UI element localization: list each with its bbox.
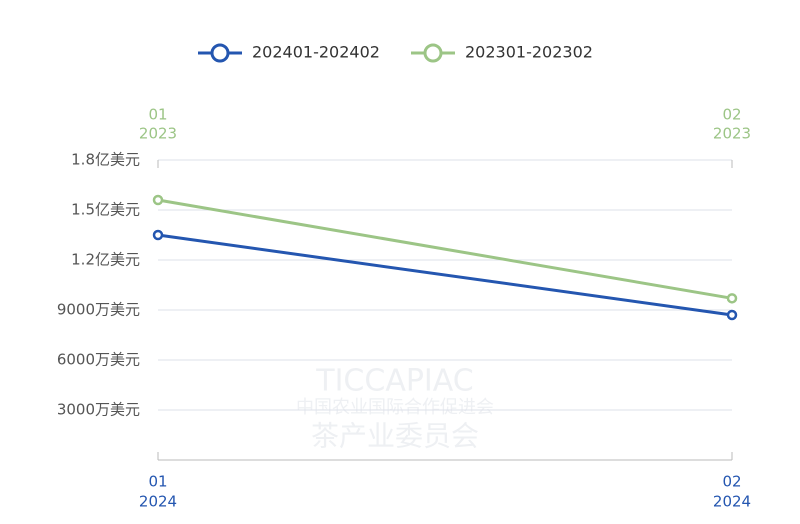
x2-year-label: 2023 [713, 125, 751, 143]
y-tick-label: 1.2亿美元 [71, 251, 140, 269]
legend-marker [210, 43, 230, 63]
watermark: 茶产业委员会 [311, 420, 479, 453]
legend-marker [423, 43, 443, 63]
x-tick-label: 02 [722, 473, 741, 491]
y-tick-label: 1.8亿美元 [71, 151, 140, 169]
x2-tick-label: 02 [722, 106, 741, 124]
y-tick-label: 9000万美元 [57, 301, 140, 319]
y-tick-label: 3000万美元 [57, 401, 140, 419]
watermark: 中国农业国际合作促进会 [296, 397, 494, 418]
y-tick-label: 1.5亿美元 [71, 201, 140, 219]
x-year-label: 2024 [713, 493, 751, 511]
x-year-label: 2024 [139, 493, 177, 511]
y-tick-label: 6000万美元 [57, 351, 140, 369]
x2-year-label: 2023 [139, 125, 177, 143]
watermark: TICCAPIAC [315, 364, 473, 399]
point [152, 194, 164, 206]
series-line [157, 233, 733, 317]
legend-label: 202301-202302 [465, 43, 593, 62]
series-line [157, 198, 733, 300]
point [726, 293, 738, 304]
x2-tick-label: 01 [148, 106, 167, 124]
legend-label: 202401-202402 [252, 43, 380, 62]
x-tick-label: 01 [148, 473, 167, 491]
point [726, 309, 738, 321]
point [152, 229, 164, 241]
